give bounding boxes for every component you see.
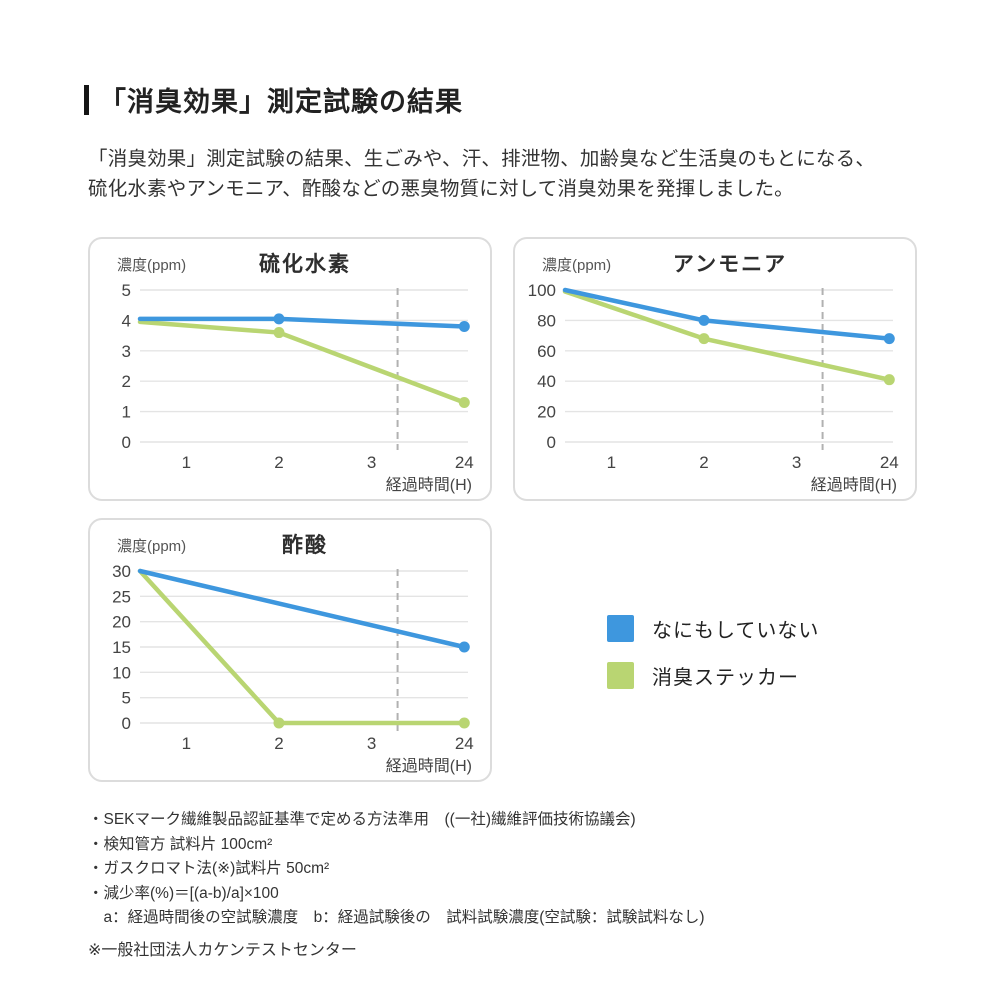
line-chart-hydrogen-sulfide: 0 1 2 3 4 5 1 2 3 24 経過時間(H): [122, 281, 474, 494]
chart-title-ammonia: アンモニア: [672, 253, 788, 276]
x-tick-label: 24: [880, 453, 899, 472]
series-line-untreated: [137, 568, 467, 650]
title-accent-bar: [84, 84, 89, 115]
footnote-line: ・ガスクロマト法(※)試料片 50cm²: [88, 860, 330, 877]
series-dot-sticker: [273, 327, 285, 339]
series-dot-sticker: [458, 396, 470, 408]
footnote-line: a：経過時間後の空試験濃度 b：経過試験後の 試料試験濃度(空試験：試験試料なし…: [88, 909, 705, 926]
chart-panel-acetic-acid: 濃度(ppm) 酢酸 0 5 10 15 20 25 30 1 2 3 24 経過時間(H): [88, 518, 492, 782]
footnotes: ・SEKマーク繊維製品認証基準で定める方法準用 ((一社)繊維評価技術協議会) …: [88, 808, 705, 931]
legend-item-untreated: なにもしていない: [607, 614, 819, 643]
y-tick-label: 80: [537, 311, 556, 330]
series-dot-untreated: [458, 641, 470, 653]
x-tick-label: 2: [699, 453, 708, 472]
x-tick-label: 3: [367, 734, 376, 753]
y-tick-label: 10: [112, 663, 131, 682]
y-axis-title: 濃度(ppm): [542, 257, 612, 274]
y-tick-label: 0: [122, 714, 131, 733]
footnote-line: ・検知管方 試料片 100cm²: [88, 835, 273, 853]
legend-swatch-untreated: [607, 615, 634, 642]
x-tick-label: 2: [274, 453, 283, 472]
y-tick-label: 2: [122, 372, 131, 391]
footnote-line: ・SEKマーク繊維製品認証基準で定める方法準用 ((一社)繊維評価技術協議会): [88, 811, 636, 828]
line-chart-acetic-acid: 0 5 10 15 20 25 30 1 2 3 24 経過時間(H): [112, 562, 474, 775]
intro-line-2: 硫化水素やアンモニア、酢酸などの悪臭物質に対して消臭効果を発揮しました。: [88, 178, 794, 200]
y-tick-label: 40: [537, 372, 556, 391]
y-tick-label: 15: [112, 638, 131, 657]
source-note: ※一般社団法人カケンテストセンター: [88, 942, 357, 959]
y-tick-label: 0: [547, 433, 556, 452]
x-tick-label: 1: [607, 453, 616, 472]
y-tick-label: 60: [537, 342, 556, 361]
y-tick-label: 30: [112, 562, 131, 581]
legend-label-sticker: 消臭ステッカー: [652, 667, 799, 689]
x-tick-label: 3: [367, 453, 376, 472]
legend-swatch-sticker: [607, 662, 634, 689]
x-tick-label: 3: [792, 453, 801, 472]
chart-panel-hydrogen-sulfide: 濃度(ppm) 硫化水素 0 1 2 3 4 5 1 2 3 24 経過時間(H): [88, 237, 492, 501]
series-line-sticker: [137, 319, 467, 405]
series-dot-untreated: [698, 314, 710, 326]
series-dot-sticker: [698, 333, 710, 345]
chart-panel-ammonia: 濃度(ppm) アンモニア 0 20 40 60 80 100 1 2 3 24 経過時間(H): [513, 237, 917, 501]
series-dot-sticker: [458, 717, 470, 729]
x-axis-title: 経過時間(H): [386, 757, 472, 775]
y-tick-label: 25: [112, 587, 131, 606]
series-dot-sticker: [273, 717, 285, 729]
series-dot-untreated: [883, 333, 895, 345]
y-tick-label: 3: [122, 342, 131, 361]
y-tick-label: 0: [122, 433, 131, 452]
chart-title-acetic-acid: 酢酸: [282, 534, 328, 557]
chart-legend: なにもしていない 消臭ステッカー: [607, 614, 819, 708]
x-axis-title: 経過時間(H): [811, 476, 897, 494]
series-dot-untreated: [458, 320, 470, 332]
x-tick-label: 1: [182, 734, 191, 753]
x-tick-label: 2: [274, 734, 283, 753]
x-tick-label: 1: [182, 453, 191, 472]
y-tick-label: 5: [122, 281, 131, 300]
x-axis-title: 経過時間(H): [386, 476, 472, 494]
y-tick-label: 4: [122, 311, 131, 330]
y-tick-label: 20: [112, 613, 131, 632]
line-chart-ammonia: 0 20 40 60 80 100 1 2 3 24 経過時間(H): [528, 281, 899, 494]
x-tick-label: 24: [455, 734, 474, 753]
y-tick-label: 20: [537, 403, 556, 422]
y-axis-title: 濃度(ppm): [117, 257, 187, 274]
series-line-untreated: [562, 287, 892, 341]
y-tick-label: 1: [122, 403, 131, 422]
x-tick-label: 24: [455, 453, 474, 472]
y-tick-label: 100: [528, 281, 556, 300]
y-tick-label: 5: [122, 689, 131, 708]
series-dot-untreated: [273, 313, 285, 325]
series-dot-sticker: [883, 374, 895, 386]
legend-label-untreated: なにもしていない: [652, 620, 820, 642]
intro-paragraph: 「消臭効果」測定試験の結果、生ごみや、汗、排泄物、加齢臭など生活臭のもとになる、…: [88, 144, 875, 204]
page-title: 「消臭効果」測定試験の結果: [99, 87, 463, 117]
chart-title-hydrogen-sulfide: 硫化水素: [259, 253, 351, 276]
legend-item-sticker: 消臭ステッカー: [607, 661, 819, 690]
y-axis-title: 濃度(ppm): [117, 538, 187, 555]
footnote-line: ・減少率(%)＝[(a-b)/a]×100: [88, 884, 279, 902]
intro-line-1: 「消臭効果」測定試験の結果、生ごみや、汗、排泄物、加齢臭など生活臭のもとになる、: [88, 148, 876, 170]
page-header: 「消臭効果」測定試験の結果: [84, 80, 463, 119]
